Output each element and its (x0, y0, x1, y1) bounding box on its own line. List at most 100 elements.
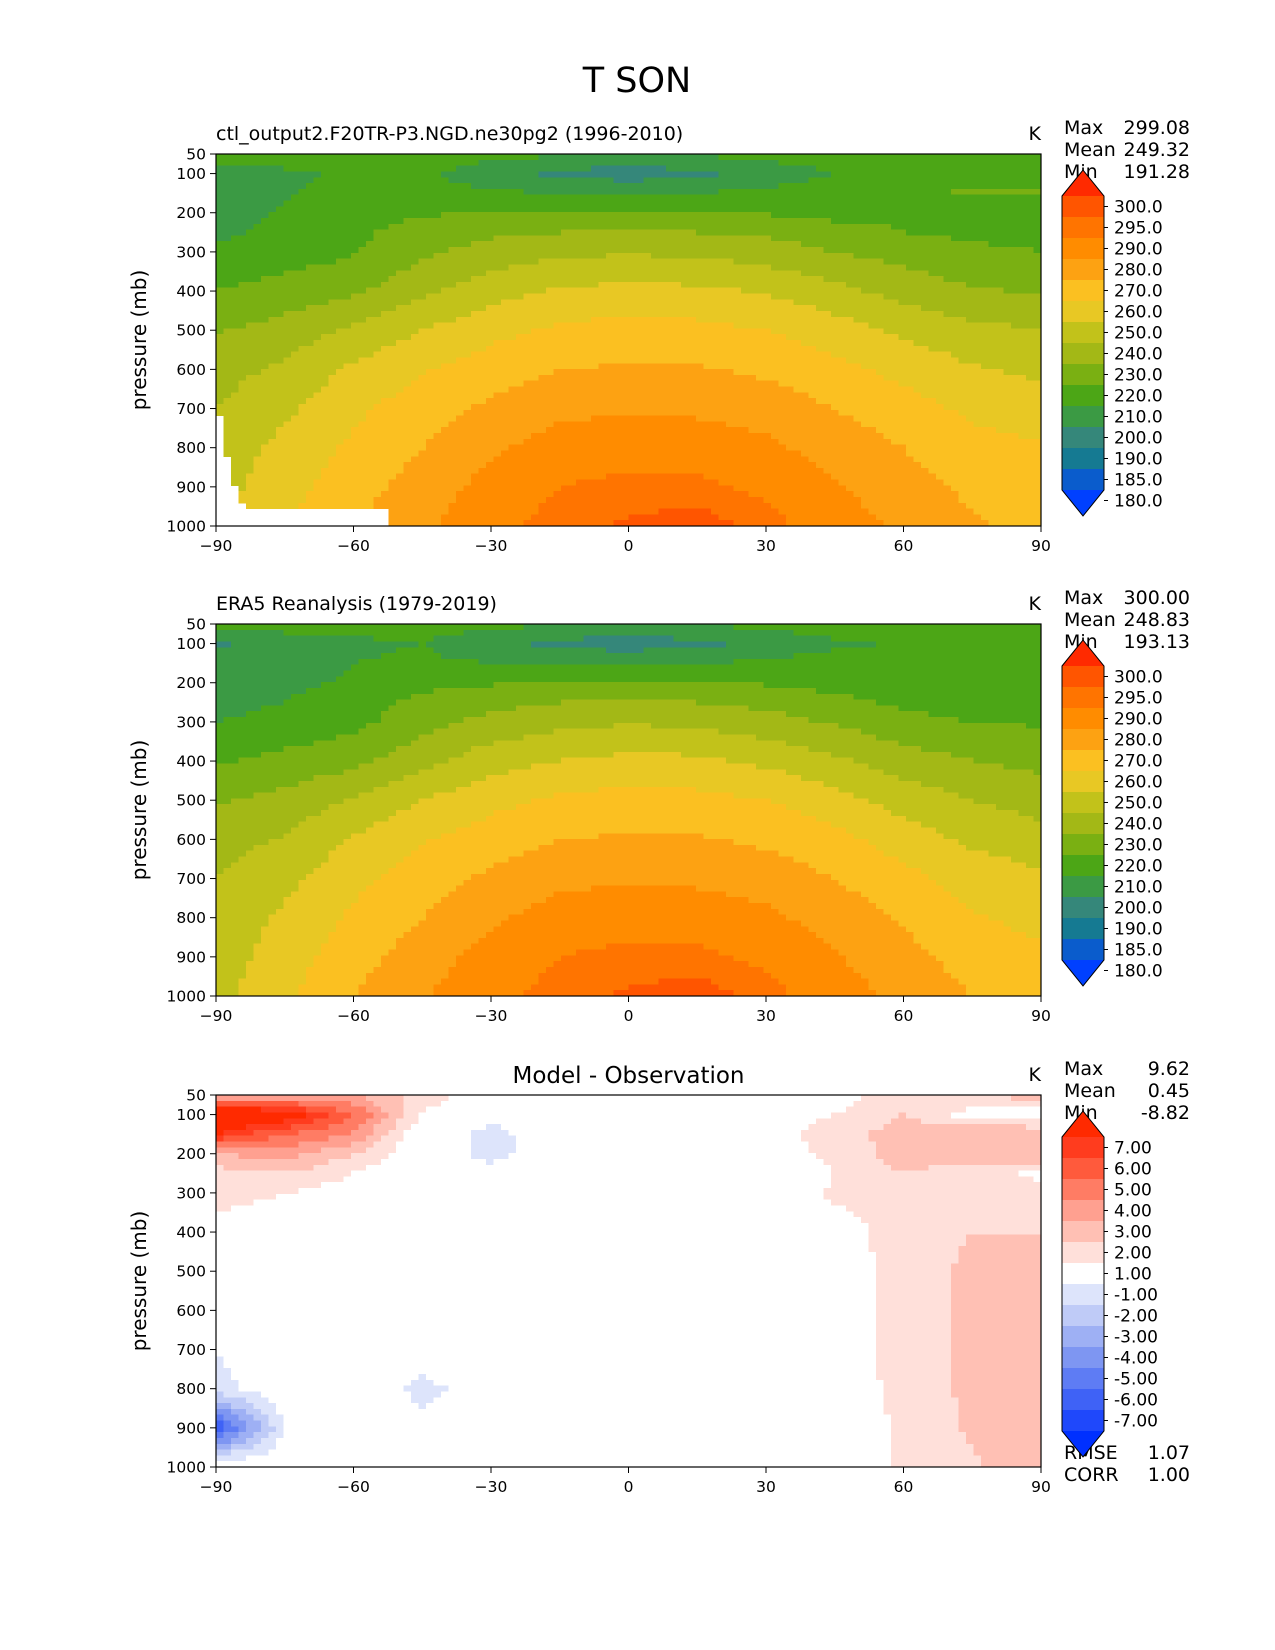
contour-cell (824, 253, 832, 259)
contour-cell (486, 346, 494, 352)
contour-cell (974, 387, 982, 393)
contour-cell (764, 264, 772, 270)
contour-cell (561, 381, 569, 387)
contour-cell (426, 177, 434, 183)
contour-cell (696, 201, 704, 207)
contour-cell (704, 189, 712, 195)
contour-cell (284, 392, 292, 398)
contour-cell (711, 247, 719, 253)
contour-cell (899, 189, 907, 195)
contour-cell (741, 218, 749, 224)
contour-cell (636, 334, 644, 340)
contour-cell (494, 264, 502, 270)
contour-cell (989, 288, 997, 294)
contour-cell (989, 264, 997, 270)
contour-cell (944, 160, 952, 166)
contour-cell (839, 241, 847, 247)
contour-cell (366, 235, 374, 241)
contour-cell (299, 189, 307, 195)
contour-cell (644, 323, 652, 329)
contour-cell (696, 189, 704, 195)
contour-cell (801, 363, 809, 369)
contour-cell (816, 392, 824, 398)
contour-cell (681, 311, 689, 317)
contour-cell (899, 206, 907, 212)
contour-cell (614, 328, 622, 334)
contour-cell (666, 294, 674, 300)
contour-cell (786, 154, 794, 160)
contour-cell (404, 264, 412, 270)
contour-cell (449, 410, 457, 416)
contour-cell (524, 264, 532, 270)
contour-cell (591, 305, 599, 311)
contour-cell (1026, 253, 1034, 259)
contour-cell (531, 392, 539, 398)
contour-cell (351, 206, 359, 212)
contour-cell (411, 247, 419, 253)
contour-cell (1019, 253, 1027, 259)
contour-cell (726, 369, 734, 375)
contour-cell (524, 369, 532, 375)
contour-cell (336, 259, 344, 265)
contour-cell (501, 276, 509, 282)
contour-cell (351, 294, 359, 300)
contour-cell (659, 177, 667, 183)
contour-cell (276, 154, 284, 160)
contour-cell (681, 201, 689, 207)
contour-cell (996, 317, 1004, 323)
contour-cell (959, 201, 967, 207)
contour-cell (711, 328, 719, 334)
contour-cell (831, 241, 839, 247)
contour-cell (921, 218, 929, 224)
contour-cell (876, 311, 884, 317)
contour-cell (959, 259, 967, 265)
contour-cell (584, 404, 592, 410)
contour-cell (554, 230, 562, 236)
contour-cell (584, 392, 592, 398)
contour-cell (389, 247, 397, 253)
contour-cell (966, 177, 974, 183)
contour-cell (891, 346, 899, 352)
contour-cell (344, 230, 352, 236)
contour-cell (831, 352, 839, 358)
contour-cell (606, 404, 614, 410)
contour-cell (246, 189, 254, 195)
contour-cell (479, 404, 487, 410)
contour-cell (509, 404, 517, 410)
contour-cell (929, 276, 937, 282)
contour-cell (426, 305, 434, 311)
contour-cell (659, 346, 667, 352)
contour-cell (494, 206, 502, 212)
contour-cell (629, 270, 637, 276)
contour-cell (659, 375, 667, 381)
contour-cell (246, 363, 254, 369)
contour-cell (629, 218, 637, 224)
contour-cell (291, 171, 299, 177)
contour-cell (636, 189, 644, 195)
contour-cell (681, 171, 689, 177)
contour-cell (524, 282, 532, 288)
contour-cell (704, 311, 712, 317)
contour-cell (794, 241, 802, 247)
contour-cell (651, 276, 659, 282)
contour-cell (359, 299, 367, 305)
contour-cell (479, 276, 487, 282)
contour-cell (434, 323, 442, 329)
contour-cell (524, 183, 532, 189)
contour-cell (779, 253, 787, 259)
contour-cell (374, 183, 382, 189)
contour-cell (449, 381, 457, 387)
contour-cell (569, 259, 577, 265)
contour-cell (501, 270, 509, 276)
contour-cell (381, 317, 389, 323)
contour-cell (434, 212, 442, 218)
contour-cell (419, 235, 427, 241)
contour-cell (224, 398, 232, 404)
contour-cell (794, 189, 802, 195)
contour-cell (216, 404, 224, 410)
contour-cell (651, 398, 659, 404)
contour-cell (261, 183, 269, 189)
contour-cell (786, 276, 794, 282)
contour-cell (321, 311, 329, 317)
contour-cell (779, 311, 787, 317)
